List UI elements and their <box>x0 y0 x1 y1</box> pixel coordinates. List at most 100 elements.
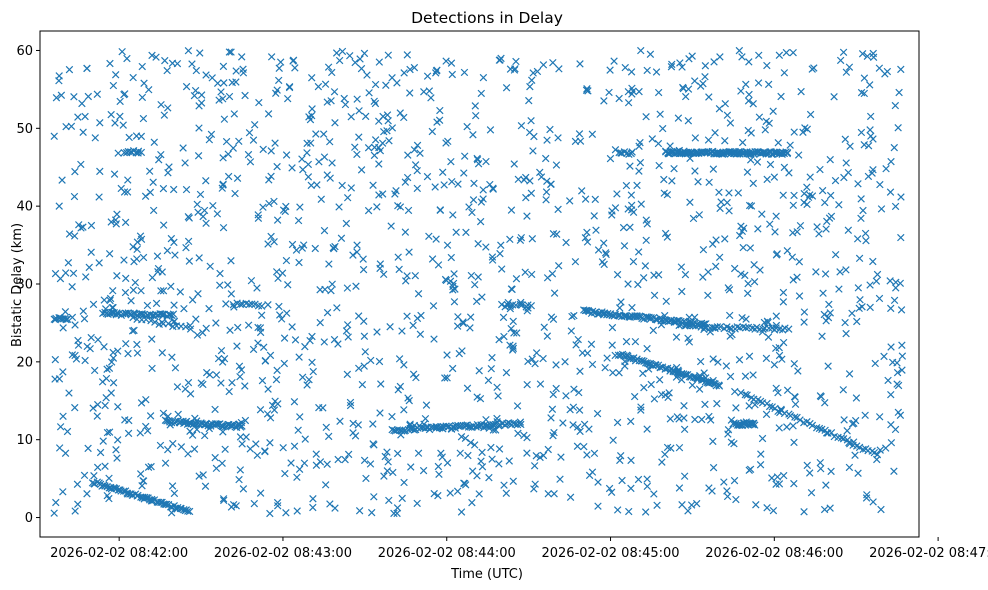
detection-point <box>554 134 562 142</box>
detection-point <box>184 450 192 458</box>
detection-point <box>860 74 869 82</box>
detection-point <box>285 83 294 92</box>
detection-point <box>539 451 548 460</box>
detection-point <box>380 127 388 136</box>
detection-point <box>555 65 563 73</box>
detection-point <box>854 180 862 188</box>
detection-point <box>461 434 470 443</box>
detection-point <box>474 239 482 248</box>
detection-point <box>279 443 287 452</box>
detection-point <box>341 455 349 464</box>
detection-point <box>706 416 715 424</box>
detection-point <box>449 282 457 291</box>
detection-point <box>486 180 494 189</box>
detection-point <box>467 271 476 280</box>
detection-point <box>196 190 205 199</box>
detection-point <box>288 240 297 249</box>
detection-point <box>774 388 782 397</box>
detection-point <box>113 272 121 280</box>
detection-point <box>536 168 544 177</box>
detection-point <box>629 208 638 216</box>
detection-point <box>636 158 645 167</box>
detection-point <box>436 106 444 115</box>
detection-point <box>469 131 477 139</box>
detection-point <box>181 385 190 393</box>
detection-point <box>846 142 854 150</box>
detection-point <box>571 137 580 146</box>
detection-point <box>831 250 840 259</box>
detection-point <box>400 69 408 77</box>
detection-point <box>573 423 582 431</box>
detection-point <box>295 258 303 267</box>
detection-point <box>880 352 888 361</box>
detection-point <box>732 404 740 412</box>
detection-point <box>843 427 851 435</box>
detection-point <box>125 416 133 425</box>
detection-point <box>214 354 223 363</box>
detection-point <box>204 422 212 430</box>
detection-point <box>193 200 201 209</box>
detection-point <box>430 489 438 498</box>
detection-point <box>474 273 482 281</box>
detection-point <box>344 333 352 341</box>
detection-point <box>142 395 150 404</box>
detection-point <box>423 72 432 80</box>
detection-point <box>422 401 431 409</box>
detection-point <box>839 386 848 394</box>
detection-point <box>462 228 470 237</box>
detection-point <box>148 273 157 282</box>
detection-point <box>412 373 420 382</box>
detection-point <box>343 321 352 329</box>
detection-point <box>468 208 476 217</box>
detection-point <box>897 233 905 242</box>
detection-point <box>671 368 679 376</box>
detection-point <box>190 91 199 100</box>
detection-point <box>844 226 853 234</box>
detection-point <box>109 348 117 357</box>
detection-point <box>227 421 235 430</box>
detection-point <box>405 396 413 405</box>
detection-point <box>250 499 259 508</box>
detection-point <box>195 124 203 132</box>
detection-point <box>861 411 869 420</box>
detection-point <box>406 65 414 74</box>
detection-point <box>433 66 441 74</box>
detection-point <box>772 480 780 488</box>
x-tick-label: 2026-02-02 08:43:00 <box>214 546 352 561</box>
detection-point <box>775 351 784 360</box>
detection-point <box>216 281 224 289</box>
detection-point <box>404 206 413 215</box>
x-axis-ticks: 2026-02-02 08:42:00 2026-02-02 08:43:00 20… <box>50 537 988 561</box>
detection-point <box>450 270 458 278</box>
detection-point <box>650 395 659 403</box>
detection-point <box>625 150 633 159</box>
detection-point <box>448 177 456 186</box>
detection-point <box>182 185 191 194</box>
detection-point <box>897 193 905 201</box>
detection-point <box>288 164 296 172</box>
y-tick-label: 30 <box>16 278 33 293</box>
detection-point <box>259 145 267 154</box>
detection-point <box>509 317 517 326</box>
detection-point <box>71 167 79 176</box>
detection-point <box>443 241 452 249</box>
detection-point <box>716 204 724 213</box>
detection-point <box>649 326 658 335</box>
detection-point <box>826 155 834 164</box>
detection-point <box>463 122 471 131</box>
detection-point <box>516 418 525 426</box>
detection-point <box>600 260 608 269</box>
detection-point <box>842 68 851 76</box>
detection-point <box>236 372 244 381</box>
detection-point <box>258 376 267 385</box>
detection-point <box>395 265 403 274</box>
detection-point <box>90 471 98 480</box>
detection-point <box>469 196 478 204</box>
detection-point <box>791 413 799 421</box>
detection-point <box>387 222 395 230</box>
detection-point <box>353 248 361 256</box>
detection-point <box>734 189 743 197</box>
detection-point <box>184 237 193 246</box>
detection-point <box>267 53 276 61</box>
detection-point <box>273 216 282 224</box>
